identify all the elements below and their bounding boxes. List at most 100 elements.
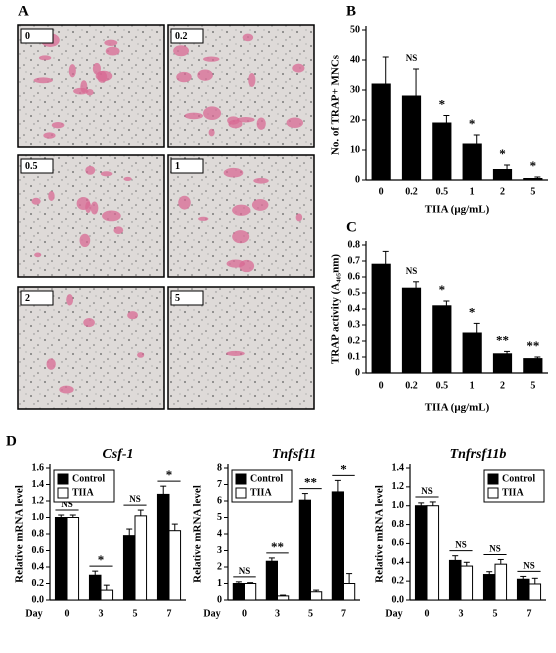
- y-tick-label: 0.4: [32, 561, 45, 572]
- osteoclast: [226, 350, 245, 356]
- bar: [310, 591, 323, 601]
- osteoclast: [251, 199, 269, 211]
- panel-label: A: [18, 3, 29, 19]
- legend-label: TIIA: [250, 487, 272, 498]
- osteoclast: [292, 63, 305, 73]
- legend-label: TIIA: [72, 487, 94, 498]
- micrograph-label: 0.5: [25, 161, 38, 172]
- micrograph-label: 0.2: [175, 31, 188, 42]
- y-tick-label: 0.7: [348, 255, 361, 266]
- bar: [122, 535, 136, 601]
- x-tick-label: 7: [341, 608, 346, 619]
- y-tick-label: 2: [217, 561, 222, 572]
- osteoclast: [38, 55, 52, 61]
- x-tick-label: 5: [530, 380, 535, 391]
- y-tick-label: 0.6: [348, 271, 361, 282]
- x-tick-label: 0: [65, 608, 70, 619]
- osteoclast: [198, 216, 209, 221]
- bar: [492, 169, 513, 181]
- x-tick-label: 7: [527, 608, 532, 619]
- significance-label: *: [98, 552, 105, 567]
- significance-label: NS: [61, 499, 73, 509]
- bar: [460, 565, 474, 601]
- legend-swatch: [235, 487, 247, 499]
- osteoclast: [127, 311, 139, 320]
- osteoclast: [68, 64, 76, 78]
- osteoclast: [203, 56, 220, 62]
- significance-label: NS: [489, 544, 501, 554]
- y-tick-label: 20: [350, 114, 360, 125]
- y-tick-label: 6: [217, 495, 222, 506]
- significance-label: NS: [129, 494, 141, 504]
- osteoclast: [48, 191, 55, 202]
- legend-label: Control: [72, 473, 105, 484]
- legend-swatch: [57, 473, 69, 485]
- osteoclast: [34, 252, 42, 258]
- bar: [528, 583, 542, 601]
- y-tick-label: 0.2: [348, 335, 361, 346]
- bar: [298, 499, 311, 601]
- bar: [482, 574, 496, 601]
- legend-swatch: [487, 473, 499, 485]
- significance-label: NS: [455, 540, 467, 550]
- osteoclast: [95, 70, 113, 82]
- osteoclast: [286, 117, 304, 128]
- micrograph-label-box: [170, 158, 204, 174]
- legend-swatch: [57, 487, 69, 499]
- osteoclast: [105, 46, 120, 56]
- micrograph-label-box: [170, 290, 204, 306]
- micrograph: [167, 286, 315, 410]
- y-axis-label: No. of TRAP+ MNCs: [330, 54, 342, 155]
- y-tick-label: 0.6: [32, 545, 45, 556]
- y-tick-label: 1.4: [32, 479, 45, 490]
- micrograph: [17, 24, 165, 148]
- x-axis-label: TIIA (μg/mL): [425, 204, 490, 216]
- osteoclast: [232, 204, 251, 216]
- significance-label: NS: [421, 486, 433, 496]
- bar: [277, 595, 290, 601]
- significance-label: *: [469, 116, 476, 131]
- y-tick-label: 1: [217, 578, 222, 589]
- y-tick-label: 0.6: [392, 538, 405, 549]
- osteoclast: [176, 71, 192, 83]
- bar: [523, 178, 543, 181]
- micrograph-label-box: [20, 290, 54, 306]
- y-tick-label: 1.2: [32, 495, 45, 506]
- osteoclast: [203, 106, 222, 121]
- osteoclast: [59, 385, 74, 394]
- x-tick-label: 3: [99, 608, 104, 619]
- panel-label: B: [346, 3, 356, 19]
- y-tick-label: 0.0: [392, 594, 405, 605]
- bar: [54, 517, 68, 601]
- osteoclast: [232, 230, 250, 244]
- significance-label: NS: [239, 566, 251, 576]
- x-tick-label: 3: [459, 608, 464, 619]
- significance-label: **: [496, 332, 509, 347]
- osteoclast: [92, 62, 102, 75]
- y-axis-label: Relative mRNA level: [14, 485, 26, 583]
- y-tick-label: 0: [355, 367, 360, 378]
- bar: [401, 95, 422, 181]
- bar: [331, 491, 344, 601]
- significance-label: *: [439, 96, 446, 111]
- y-tick-label: 0.1: [348, 351, 361, 362]
- osteoclast: [208, 128, 215, 137]
- bar: [462, 143, 482, 181]
- osteoclast: [236, 117, 255, 123]
- legend-swatch: [487, 487, 499, 499]
- significance-label: *: [340, 461, 347, 476]
- osteoclast: [90, 201, 99, 215]
- bar: [134, 515, 148, 601]
- x-tick-label: 0.5: [436, 380, 449, 391]
- x-tick-label: 2: [500, 380, 505, 391]
- x-axis-label: Day: [25, 608, 42, 619]
- y-axis-label: Relative mRNA level: [374, 485, 386, 583]
- bar: [426, 505, 440, 601]
- bar: [492, 353, 513, 374]
- y-tick-label: 0: [217, 594, 222, 605]
- bar: [462, 332, 482, 374]
- osteoclast: [113, 226, 124, 234]
- x-tick-label: 5: [133, 608, 138, 619]
- chart-title: Csf-1: [102, 447, 133, 462]
- y-tick-label: 40: [350, 54, 360, 65]
